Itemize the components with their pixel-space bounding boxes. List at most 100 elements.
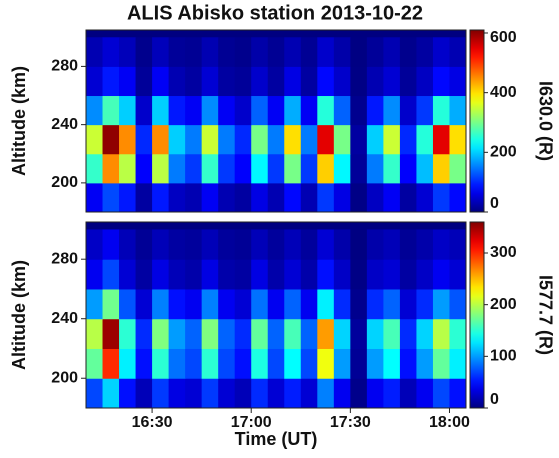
- heatmap-cell: [218, 289, 235, 319]
- heatmap-cell: [284, 154, 301, 184]
- heatmap-cell: [136, 319, 153, 349]
- heatmap-cell: [103, 378, 120, 408]
- heatmap-cell: [301, 259, 318, 289]
- heatmap-cell: [268, 289, 285, 319]
- heatmap-cell: [119, 319, 136, 349]
- heatmap-cell: [185, 289, 202, 319]
- heatmap-cell: [103, 154, 120, 184]
- heatmap-cell: [317, 183, 334, 213]
- heatmap-cell: [251, 348, 268, 378]
- heatmap-cell: [218, 348, 235, 378]
- heatmap-cell: [301, 378, 318, 408]
- heatmap-cell: [334, 289, 351, 319]
- heatmap-cell: [449, 154, 466, 184]
- heatmap-cell: [218, 259, 235, 289]
- heatmap-cell: [251, 289, 268, 319]
- heatmap-cell: [251, 37, 268, 67]
- heatmap-cell: [185, 348, 202, 378]
- heatmap-cell: [350, 259, 367, 289]
- heatmap-cell: [284, 96, 301, 126]
- heatmap-cell: [169, 96, 186, 126]
- colorbar-tick-label: 200: [490, 144, 517, 161]
- heatmap-cell: [334, 37, 351, 67]
- heatmap-cell: [400, 154, 417, 184]
- heatmap-cell: [251, 66, 268, 96]
- heatmap-cell: [185, 229, 202, 259]
- heatmap-cell: [235, 259, 252, 289]
- heatmap-cell: [449, 289, 466, 319]
- heatmap-cell: [202, 259, 219, 289]
- heatmap-cell: [185, 125, 202, 155]
- heatmap-cell: [152, 348, 169, 378]
- heatmap-cell: [169, 37, 186, 67]
- heatmap-cell: [202, 229, 219, 259]
- heatmap-cell: [185, 319, 202, 349]
- heatmap-cell: [367, 37, 384, 67]
- heatmap-cell: [317, 154, 334, 184]
- heatmap-cell: [268, 259, 285, 289]
- colorbar-label: I577.7 (R): [535, 275, 555, 355]
- heatmap-cell: [169, 154, 186, 184]
- heatmap-cell: [268, 37, 285, 67]
- heatmap-cell: [268, 154, 285, 184]
- heatmap-cell: [383, 96, 400, 126]
- heatmap-cell: [251, 319, 268, 349]
- chart-title: ALIS Abisko station 2013-10-22: [127, 2, 423, 24]
- heatmap-cell: [152, 66, 169, 96]
- heatmap-cell: [334, 66, 351, 96]
- x-tick-label: 17:30: [330, 414, 371, 431]
- heatmap-cell: [136, 259, 153, 289]
- heatmap-cell: [350, 96, 367, 126]
- heatmap-cell: [136, 154, 153, 184]
- heatmap-cell: [235, 96, 252, 126]
- heatmap-cell: [367, 125, 384, 155]
- heatmap-cell: [185, 154, 202, 184]
- heatmap-cell: [367, 183, 384, 213]
- heatmap-cell: [86, 289, 103, 319]
- heatmap-cell: [235, 289, 252, 319]
- heatmap-cell: [433, 289, 450, 319]
- heatmap-cell: [169, 125, 186, 155]
- heatmap-cell: [367, 319, 384, 349]
- heatmap-cell: [350, 229, 367, 259]
- heatmap-cell: [400, 319, 417, 349]
- heatmap-cell: [416, 289, 433, 319]
- heatmap-cell: [202, 125, 219, 155]
- heatmap-cell: [383, 348, 400, 378]
- heatmap-cell: [301, 37, 318, 67]
- heatmap-cell: [400, 229, 417, 259]
- heatmap-cell: [416, 378, 433, 408]
- heatmap-cell: [136, 229, 153, 259]
- heatmap-cell: [433, 96, 450, 126]
- heatmap-cell: [103, 125, 120, 155]
- y-tick-label: 200: [51, 174, 78, 191]
- y-tick-label: 240: [51, 310, 78, 327]
- heatmap-cell: [284, 319, 301, 349]
- heatmap-cell: [449, 37, 466, 67]
- heatmap-cell: [103, 319, 120, 349]
- heatmap-cell: [284, 259, 301, 289]
- heatmap-cell: [119, 154, 136, 184]
- heatmap-cell: [169, 183, 186, 213]
- heatmap-cell: [235, 229, 252, 259]
- heatmap-cell: [334, 348, 351, 378]
- colorbar-tick-label: 0: [490, 391, 499, 408]
- colorbar: [470, 30, 484, 212]
- heatmap-cell: [416, 348, 433, 378]
- heatmap-cell: [416, 96, 433, 126]
- heatmap-cell: [449, 183, 466, 213]
- heatmap-cell: [235, 66, 252, 96]
- heatmap-cell: [218, 154, 235, 184]
- heatmap-cell: [119, 259, 136, 289]
- heatmap-cell: [301, 183, 318, 213]
- heatmap-cell: [449, 259, 466, 289]
- heatmap-cell: [284, 348, 301, 378]
- heatmap-cell: [152, 319, 169, 349]
- heatmap-cell: [367, 378, 384, 408]
- heatmap-cell: [367, 96, 384, 126]
- heatmap-cell: [284, 229, 301, 259]
- heatmap-cell: [103, 66, 120, 96]
- heatmap-cell: [86, 37, 103, 67]
- heatmap-cell: [301, 96, 318, 126]
- heatmap-cell: [218, 66, 235, 96]
